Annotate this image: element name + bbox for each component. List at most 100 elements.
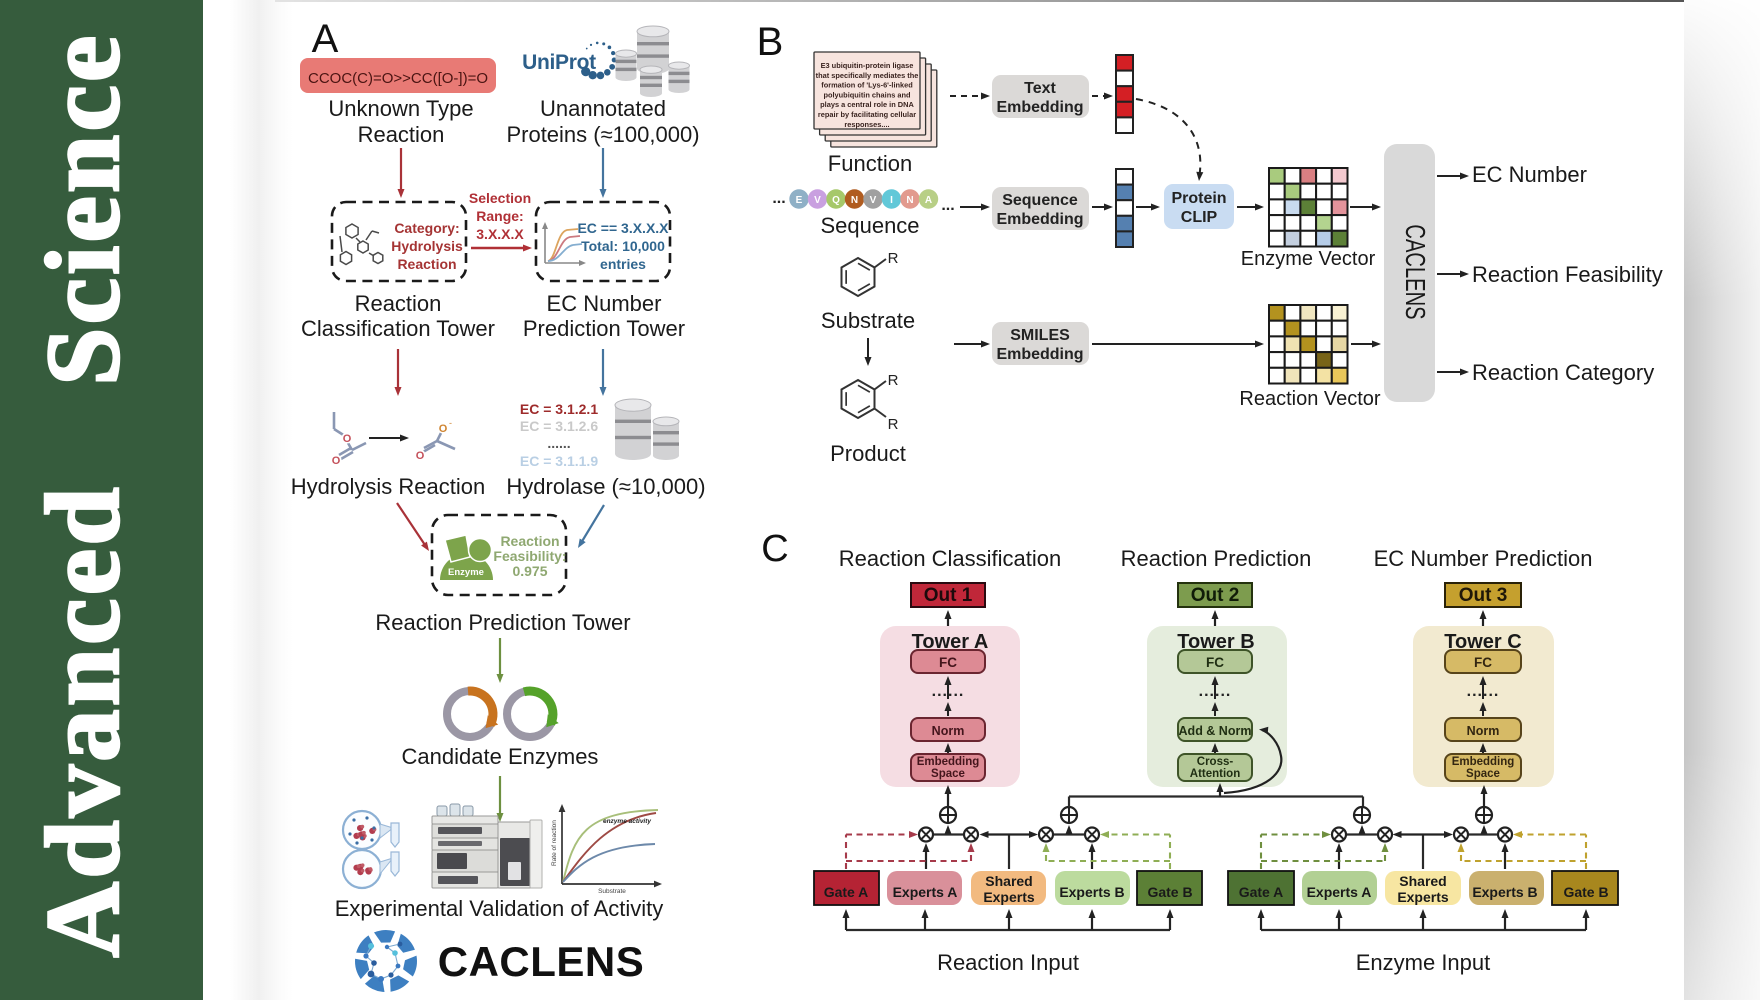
svg-text:Reaction Classification: Reaction Classification [839, 546, 1062, 571]
svg-text:EC = 3.1.2.6: EC = 3.1.2.6 [520, 418, 598, 434]
svg-text:Function: Function [828, 151, 912, 176]
svg-text:Gate B: Gate B [1563, 884, 1608, 900]
svg-text:Tower A: Tower A [912, 631, 989, 653]
svg-text:Reaction Input: Reaction Input [937, 950, 1079, 975]
svg-text:Candidate Enzymes: Candidate Enzymes [402, 744, 599, 769]
svg-text:Reaction: Reaction [500, 533, 559, 549]
svg-text:SMILES: SMILES [1010, 327, 1070, 344]
svg-text:EC == 3.X.X.X: EC == 3.X.X.X [577, 220, 669, 236]
svg-text:Substrate: Substrate [821, 308, 915, 333]
svg-text:Gate A: Gate A [824, 884, 869, 900]
svg-text:EC Number: EC Number [1472, 162, 1587, 187]
svg-text:that specifically mediates the: that specifically mediates the [816, 71, 919, 80]
svg-text:N: N [906, 195, 913, 206]
svg-text:Experts A: Experts A [1307, 884, 1372, 900]
svg-text:C: C [761, 528, 788, 570]
svg-text:Protein: Protein [1171, 190, 1226, 207]
svg-text:O: O [343, 433, 352, 445]
svg-text:Enzyme Vector: Enzyme Vector [1241, 248, 1376, 270]
svg-text:Unannotated: Unannotated [540, 96, 666, 121]
svg-text:Experts: Experts [983, 889, 1035, 905]
svg-text:Cross-: Cross- [1197, 756, 1234, 768]
svg-text:Experts: Experts [1397, 889, 1449, 905]
svg-text:3.X.X.X: 3.X.X.X [476, 226, 524, 242]
svg-text:Embedding: Embedding [996, 346, 1083, 363]
svg-text:Substrate: Substrate [598, 888, 626, 895]
svg-text:Sequence: Sequence [820, 213, 919, 238]
svg-text:EC Number Prediction: EC Number Prediction [1374, 546, 1593, 571]
svg-text:Q: Q [832, 195, 840, 206]
svg-text:Reaction Category: Reaction Category [1472, 360, 1654, 385]
svg-text:......: ...... [1467, 683, 1500, 700]
svg-text:Reaction: Reaction [355, 291, 442, 316]
svg-text:......: ...... [932, 683, 965, 700]
svg-text:B: B [757, 20, 784, 64]
svg-text:CLIP: CLIP [1181, 209, 1218, 226]
svg-text:Total: 10,000: Total: 10,000 [581, 238, 665, 254]
svg-text:I: I [890, 195, 893, 206]
svg-text:Out 2: Out 2 [1191, 585, 1240, 606]
svg-text:Product: Product [830, 441, 906, 466]
svg-text:R: R [888, 372, 899, 389]
svg-text:Experts B: Experts B [1472, 884, 1537, 900]
svg-text:FC: FC [939, 655, 957, 670]
svg-text:Reaction: Reaction [397, 256, 456, 272]
svg-text:Shared: Shared [985, 873, 1032, 889]
svg-text:polyubiquitin chains and: polyubiquitin chains and [823, 90, 911, 99]
svg-text:Tower C: Tower C [1444, 631, 1521, 653]
svg-text:Embedding: Embedding [996, 211, 1083, 228]
svg-text:R: R [888, 250, 899, 267]
svg-text:Norm: Norm [932, 724, 965, 738]
svg-text:Add & Norm: Add & Norm [1179, 724, 1252, 738]
svg-text:Norm: Norm [1467, 724, 1500, 738]
svg-text:CACLENS: CACLENS [1399, 224, 1430, 319]
svg-text:N: N [851, 195, 858, 206]
svg-text:Selection: Selection [469, 190, 531, 206]
svg-text:Embedding: Embedding [996, 99, 1083, 116]
svg-text:Range:: Range: [476, 208, 523, 224]
svg-text:Classification Tower: Classification Tower [301, 316, 495, 341]
svg-text:Feasibility:: Feasibility: [493, 548, 566, 564]
svg-text:Space: Space [931, 768, 965, 780]
svg-text:Sequence: Sequence [1002, 192, 1078, 209]
svg-text:Experts B: Experts B [1059, 884, 1124, 900]
svg-text:enzyme activity: enzyme activity [603, 818, 651, 825]
svg-text:repair by facilitating cellula: repair by facilitating cellular [818, 110, 916, 119]
svg-text:Hydrolase (≈10,000): Hydrolase (≈10,000) [506, 474, 705, 499]
svg-text:O: O [332, 455, 341, 467]
svg-text:......: ...... [547, 435, 570, 451]
svg-text:Enzyme Input: Enzyme Input [1356, 950, 1491, 975]
svg-text:CACLENS: CACLENS [438, 938, 645, 985]
svg-text:...: ... [772, 190, 785, 207]
svg-text:0.975: 0.975 [512, 563, 547, 579]
svg-text:R: R [888, 416, 899, 433]
svg-text:Space: Space [1466, 768, 1500, 780]
svg-text:Hydrolysis Reaction: Hydrolysis Reaction [291, 474, 485, 499]
svg-text:Experimental Validation of Act: Experimental Validation of Activity [335, 896, 664, 921]
svg-text:Proteins (≈100,000): Proteins (≈100,000) [506, 122, 699, 147]
svg-text:V: V [870, 195, 877, 206]
svg-text:formation of 'Lys-6'-linked: formation of 'Lys-6'-linked [821, 81, 913, 90]
svg-text:Shared: Shared [1399, 873, 1446, 889]
svg-text:Prediction Tower: Prediction Tower [523, 316, 685, 341]
svg-text:A: A [312, 17, 339, 61]
svg-text:responses....: responses.... [844, 120, 889, 129]
svg-text:E: E [796, 195, 803, 206]
svg-text:Reaction: Reaction [358, 122, 445, 147]
svg-text:Unknown Type: Unknown Type [328, 96, 473, 121]
svg-text:Out 3: Out 3 [1459, 585, 1508, 606]
svg-text:Hydrolysis: Hydrolysis [391, 238, 463, 254]
svg-text:Reaction Vector: Reaction Vector [1239, 388, 1381, 410]
svg-text:-: - [449, 418, 452, 428]
svg-text:Out 1: Out 1 [924, 585, 973, 606]
svg-text:plays a central role in DNA: plays a central role in DNA [820, 100, 914, 109]
svg-text:Reaction Prediction: Reaction Prediction [1121, 546, 1312, 571]
svg-text:EC Number: EC Number [547, 291, 662, 316]
svg-text:Reaction Prediction Tower: Reaction Prediction Tower [375, 610, 630, 635]
svg-text:entries: entries [600, 256, 646, 272]
svg-text:EC = 3.1.1.9: EC = 3.1.1.9 [520, 453, 598, 469]
svg-text:Tower B: Tower B [1177, 631, 1254, 653]
svg-text:Gate A: Gate A [1239, 884, 1284, 900]
svg-text:E3 ubiquitin-protein ligase: E3 ubiquitin-protein ligase [821, 61, 914, 70]
svg-text:A: A [925, 195, 932, 206]
